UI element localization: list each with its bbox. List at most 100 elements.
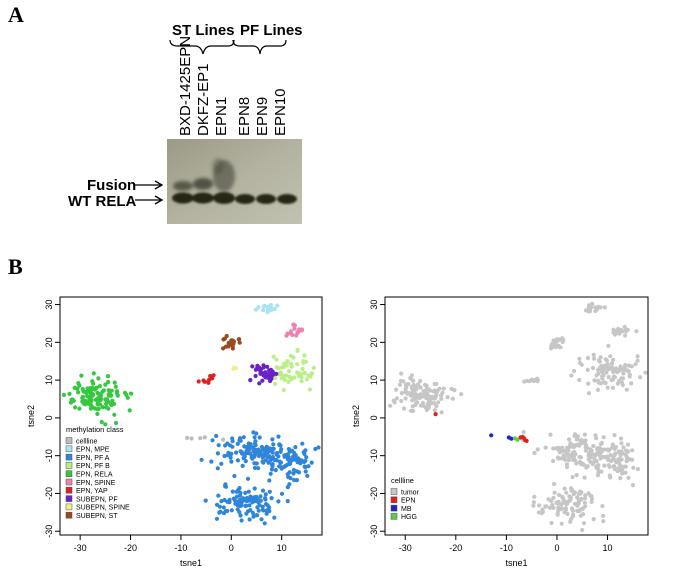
data-point [434, 404, 439, 409]
data-point [559, 456, 564, 461]
data-point [276, 499, 281, 504]
data-point [579, 362, 584, 367]
data-point [597, 359, 603, 364]
panel-label-b: B [8, 254, 23, 279]
data-point [253, 373, 258, 379]
x-tick-label: 10 [603, 543, 613, 553]
data-point [594, 452, 599, 457]
data-point [129, 391, 134, 396]
lane-label-epn8: EPN8 [236, 97, 253, 136]
data-point [272, 307, 277, 312]
data-point [295, 362, 300, 367]
data-point [282, 377, 287, 383]
data-point [259, 367, 264, 372]
data-point [260, 378, 265, 383]
data-point [251, 430, 256, 435]
data-point [255, 505, 260, 510]
data-point [309, 460, 314, 465]
data-point [75, 386, 80, 391]
data-point [267, 376, 272, 381]
data-point [291, 471, 296, 476]
data-point [610, 445, 615, 450]
data-point [276, 434, 281, 439]
data-point [622, 464, 627, 469]
data-point [616, 326, 621, 331]
data-point [591, 443, 596, 449]
data-point [273, 468, 278, 473]
data-point [601, 435, 606, 440]
data-point [96, 376, 101, 381]
data-point [598, 355, 603, 360]
data-point [623, 470, 628, 475]
data-point [611, 327, 616, 332]
data-point [564, 445, 569, 451]
data-point [415, 400, 420, 405]
data-point [409, 373, 414, 378]
data-point [416, 382, 421, 387]
data-point [563, 506, 568, 511]
data-point [303, 469, 308, 474]
data-point [605, 385, 610, 390]
data-point [232, 473, 237, 479]
data-point [261, 508, 266, 513]
data-point [244, 451, 249, 456]
st-lines-label: ST Lines [172, 22, 235, 39]
legend-entry: MB [401, 506, 412, 513]
data-point [307, 387, 312, 392]
data-point [575, 434, 581, 439]
gel-figure: ST Lines PF Lines BXD-1425EPN DKFZ-EP1 E… [68, 22, 303, 224]
data-point [615, 381, 621, 386]
data-point [244, 496, 250, 501]
data-point [532, 494, 537, 499]
data-point [198, 436, 203, 441]
data-point [232, 498, 237, 503]
data-point [602, 447, 607, 452]
data-point [217, 510, 222, 515]
data-point [260, 371, 266, 376]
x-tick-label: -30 [74, 543, 87, 553]
data-point [601, 519, 606, 524]
x-tick-label: -20 [124, 543, 137, 553]
tsne-plot-1: -30 -20 -10 0 10 -30 -20 -10 0 10 20 30 tsne1 tsne2 me… [26, 296, 323, 568]
data-point [277, 442, 282, 447]
data-point [543, 445, 548, 450]
y-tick-label: 30 [369, 300, 379, 310]
data-point [577, 356, 582, 361]
data-point [536, 510, 541, 515]
data-point [260, 459, 265, 464]
data-point [576, 498, 582, 503]
data-point [202, 435, 207, 440]
data-point [127, 408, 132, 413]
wt-rela-band-label: WT RELA [68, 193, 136, 210]
data-point [571, 450, 576, 455]
data-point [291, 355, 296, 360]
lane-label-epn10: EPN10 [272, 88, 289, 136]
data-point [254, 461, 259, 466]
data-point [403, 390, 408, 395]
data-point [230, 439, 235, 444]
pf-lines-bracket [232, 39, 287, 55]
data-point [227, 443, 233, 448]
data-point [240, 463, 245, 468]
data-point [253, 448, 259, 453]
legend-entry: cellline [76, 438, 98, 445]
data-point [564, 464, 570, 470]
data-point [303, 458, 308, 463]
data-point [601, 513, 606, 519]
data-point [434, 391, 439, 396]
data-point [261, 304, 266, 309]
data-point [112, 412, 117, 417]
data-point [243, 503, 248, 508]
data-point [234, 366, 239, 371]
y-tick-label: -30 [44, 525, 54, 538]
data-point [611, 457, 617, 462]
legend-swatch [65, 470, 73, 477]
data-point [226, 450, 231, 455]
data-point [569, 506, 575, 511]
data-point [621, 371, 626, 376]
data-point [282, 453, 287, 458]
data-point [531, 500, 537, 505]
data-point [265, 364, 270, 369]
data-point [263, 375, 268, 380]
data-point [270, 437, 275, 442]
